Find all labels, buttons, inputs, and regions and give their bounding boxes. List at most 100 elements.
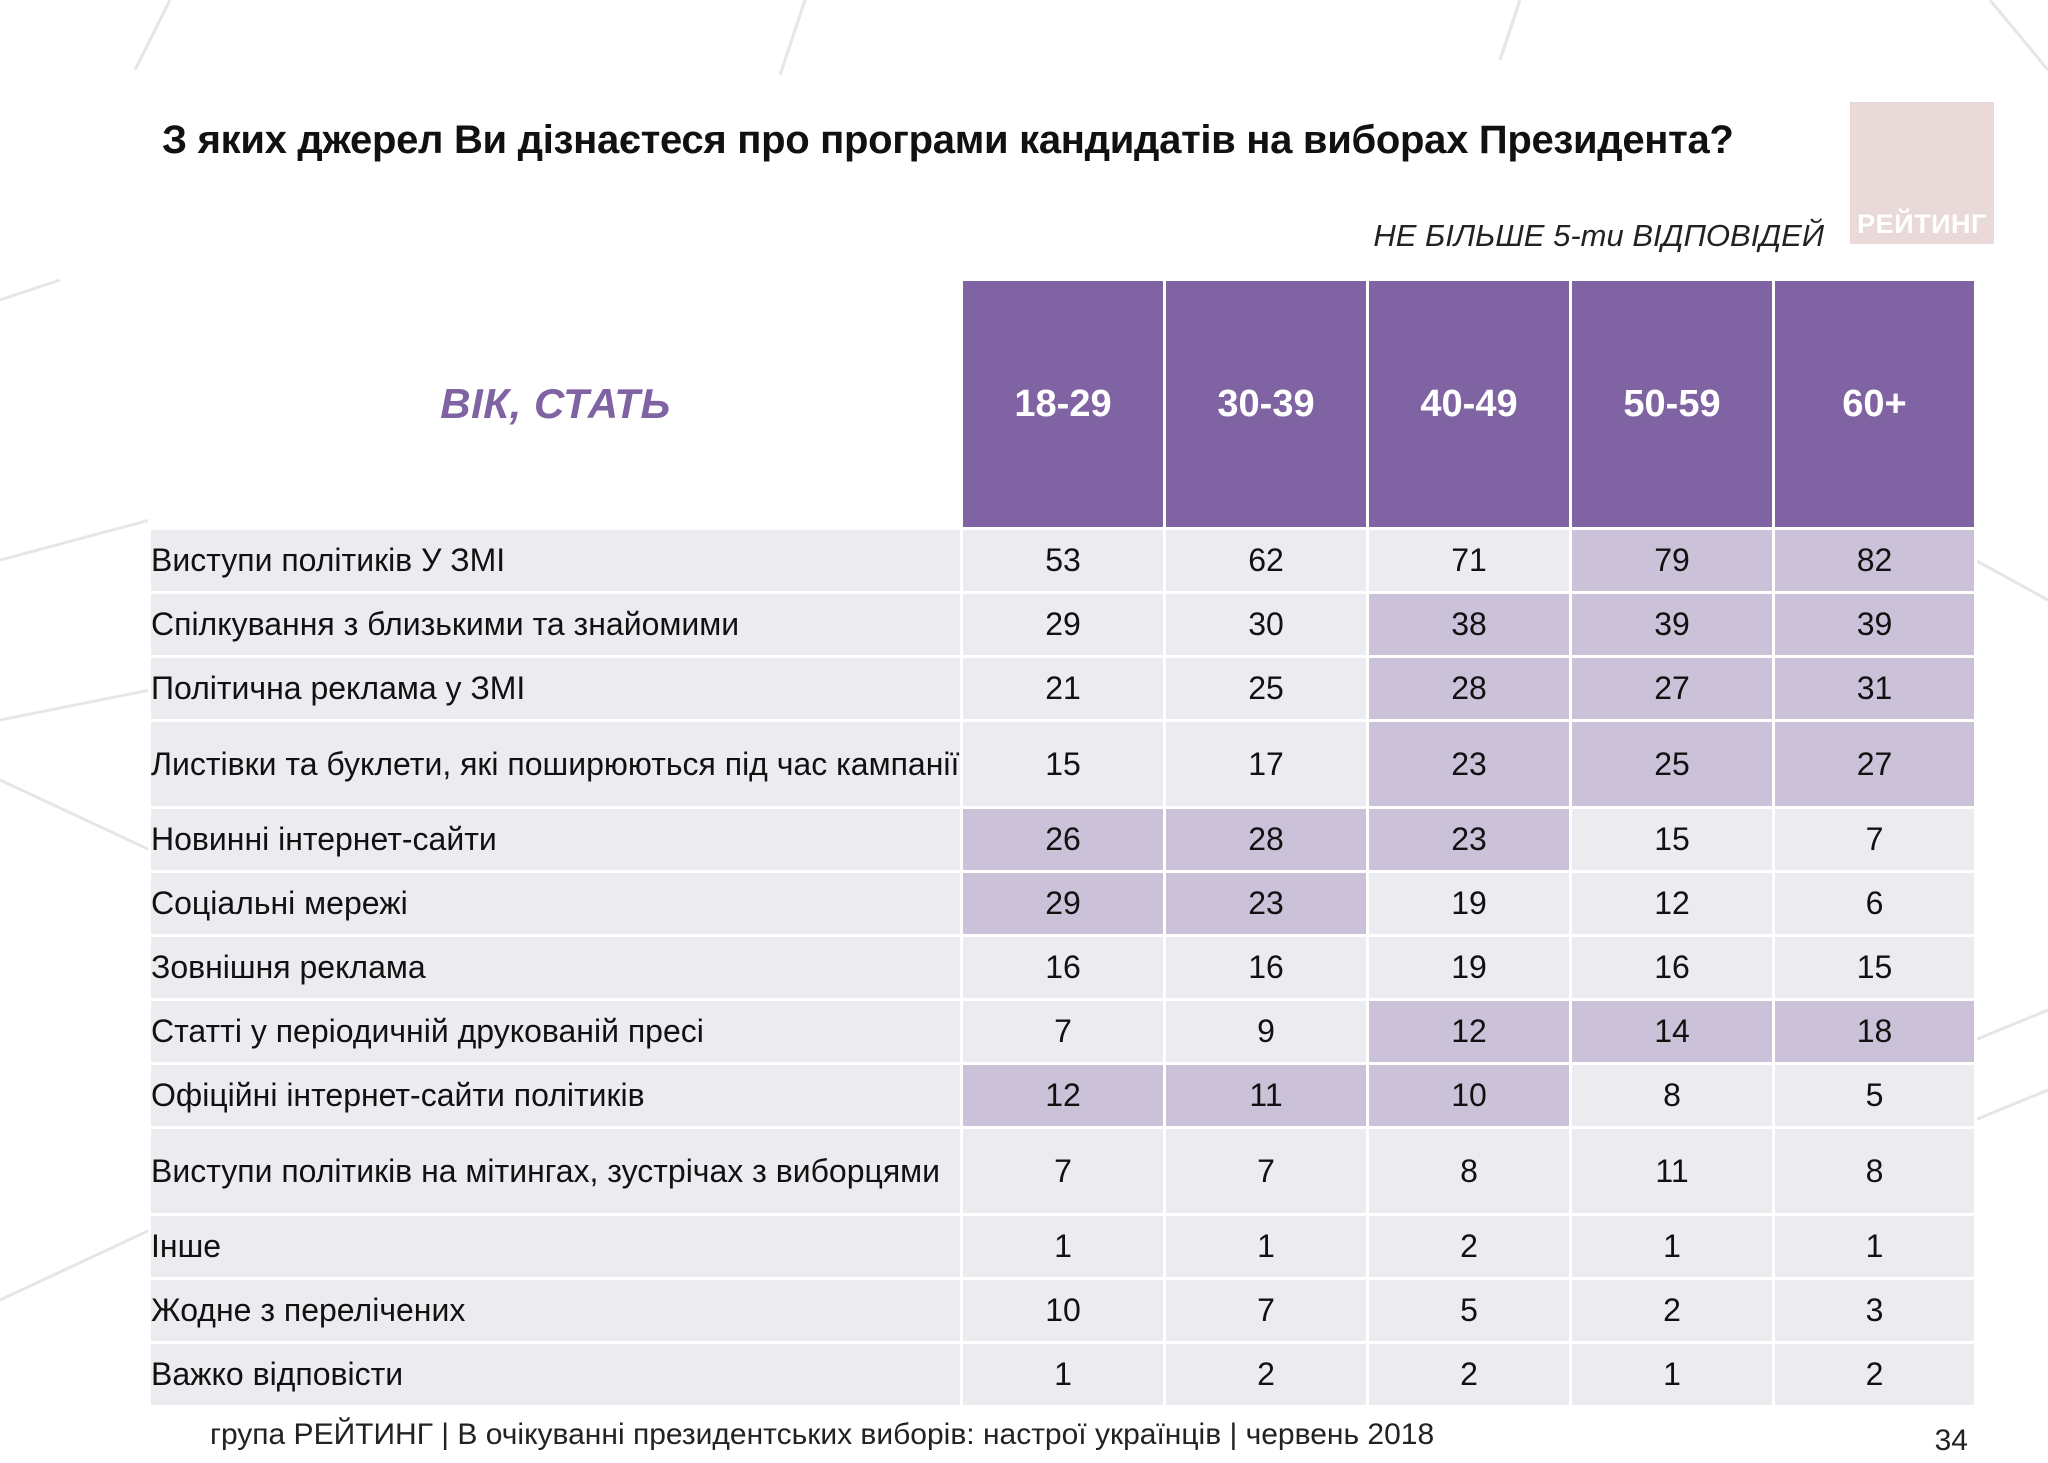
row-label: Листівки та буклети, які поширюються під… [148,719,963,809]
table-cell: 18 [1772,998,1977,1065]
table-cell: 62 [1163,527,1369,594]
table-cell: 1 [1569,1213,1775,1280]
table-row: Офіційні інтернет-сайти політиків 12 11 10 8… [148,1062,1977,1129]
table-cell: 25 [1163,655,1369,722]
table-cell: 23 [1163,870,1369,937]
table-cell: 8 [1366,1126,1572,1216]
table-cell: 29 [960,870,1166,937]
row-label: Жодне з перелічених [148,1277,963,1344]
table-cell: 1 [960,1341,1166,1408]
column-header-50-59: 50-59 [1569,278,1775,530]
table-cell: 28 [1366,655,1572,722]
table-cell: 15 [960,719,1166,809]
table-row: Зовнішня реклама 16 16 19 16 15 [148,934,1977,1001]
table-cell: 19 [1366,870,1572,937]
row-label: Зовнішня реклама [148,934,963,1001]
table-cell: 25 [1569,719,1775,809]
table-cell: 21 [960,655,1166,722]
table-cell: 11 [1569,1126,1775,1216]
table-cell: 12 [1366,998,1572,1065]
table-cell: 23 [1366,806,1572,873]
table-row: Жодне з перелічених 10 7 5 2 3 [148,1277,1977,1344]
row-label: Політична реклама у ЗМІ [148,655,963,722]
table-row: Виступи політиків У ЗМІ 53 62 71 79 82 [148,527,1977,594]
table-cell: 39 [1569,591,1775,658]
table-cell: 19 [1366,934,1572,1001]
table-cell: 27 [1569,655,1775,722]
table-cell: 39 [1772,591,1977,658]
table-cell: 11 [1163,1062,1369,1129]
table-cell: 14 [1569,998,1775,1065]
column-header-30-39: 30-39 [1163,278,1369,530]
table-cell: 7 [1163,1126,1369,1216]
table-cell: 2 [1772,1341,1977,1408]
table-cell: 16 [960,934,1166,1001]
table-cell: 1 [1772,1213,1977,1280]
table-cell: 26 [960,806,1166,873]
table-cell: 3 [1772,1277,1977,1344]
table-cell: 16 [1163,934,1369,1001]
table-cell: 79 [1569,527,1775,594]
table-cell: 28 [1163,806,1369,873]
table-cell: 6 [1772,870,1977,937]
table-cell: 12 [960,1062,1166,1129]
table-cell: 53 [960,527,1166,594]
footer-text: група РЕЙТИНГ | В очікуванні президентсь… [210,1418,1435,1451]
table-cell: 16 [1569,934,1775,1001]
table-row: Інше 1 1 2 1 1 [148,1213,1977,1280]
table-cell: 38 [1366,591,1572,658]
rating-logo: РЕЙТИНГ [1850,102,1994,244]
slide-title: З яких джерел Ви дізнаєтеся про програми… [162,118,1734,162]
table-cell: 8 [1772,1126,1977,1216]
table-row: Статті у періодичній друкованій пресі 7 9 1… [148,998,1977,1065]
table-cell: 2 [1366,1341,1572,1408]
table-cell: 23 [1366,719,1572,809]
table-cell: 12 [1569,870,1775,937]
row-label: Виступи політиків У ЗМІ [148,527,963,594]
table-cell: 15 [1569,806,1775,873]
table-cell: 10 [1366,1062,1572,1129]
table-cell: 8 [1569,1062,1775,1129]
table-cell: 71 [1366,527,1572,594]
table-header-row: ВІК, СТАТЬ 18-29 30-39 40-49 50-59 60+ [148,278,1977,530]
table-cell: 7 [1163,1277,1369,1344]
row-label: Офіційні інтернет-сайти політиків [148,1062,963,1129]
answer-limit-note: НЕ БІЛЬШЕ 5-ти ВІДПОВІДЕЙ [1373,218,1824,253]
row-label: Новинні інтернет-сайти [148,806,963,873]
corner-label: ВІК, СТАТЬ [148,278,963,530]
table-cell: 15 [1772,934,1977,1001]
table-row: Виступи політиків на мітингах, зустрічах… [148,1126,1977,1216]
table-row: Важко відповісти 1 2 2 1 2 [148,1341,1977,1408]
row-label: Спілкування з близькими та знайомими [148,591,963,658]
table-cell: 2 [1569,1277,1775,1344]
column-header-18-29: 18-29 [960,278,1166,530]
table-row: Листівки та буклети, які поширюються під… [148,719,1977,809]
table-cell: 9 [1163,998,1369,1065]
table-row: Спілкування з близькими та знайомими 29 30… [148,591,1977,658]
table-row: Новинні інтернет-сайти 26 28 23 15 7 [148,806,1977,873]
page-number: 34 [1934,1424,1968,1457]
logo-text: РЕЙТИНГ [1857,209,1987,239]
column-header-60-plus: 60+ [1772,278,1977,530]
row-label: Інше [148,1213,963,1280]
table-cell: 1 [1163,1213,1369,1280]
table-cell: 7 [960,1126,1166,1216]
table-cell: 29 [960,591,1166,658]
table-cell: 2 [1163,1341,1369,1408]
row-label: Соціальні мережі [148,870,963,937]
row-label: Важко відповісти [148,1341,963,1408]
table-cell: 31 [1772,655,1977,722]
table-cell: 27 [1772,719,1977,809]
table-cell: 1 [960,1213,1166,1280]
table-cell: 1 [1569,1341,1775,1408]
table-row: Соціальні мережі 29 23 19 12 6 [148,870,1977,937]
table-row: Політична реклама у ЗМІ 21 25 28 27 31 [148,655,1977,722]
table-cell: 5 [1772,1062,1977,1129]
table-cell: 82 [1772,527,1977,594]
table-cell: 5 [1366,1277,1572,1344]
column-header-40-49: 40-49 [1366,278,1572,530]
age-breakdown-table: ВІК, СТАТЬ 18-29 30-39 40-49 50-59 60+ В… [148,278,1977,1408]
table-cell: 2 [1366,1213,1572,1280]
table-cell: 7 [1772,806,1977,873]
